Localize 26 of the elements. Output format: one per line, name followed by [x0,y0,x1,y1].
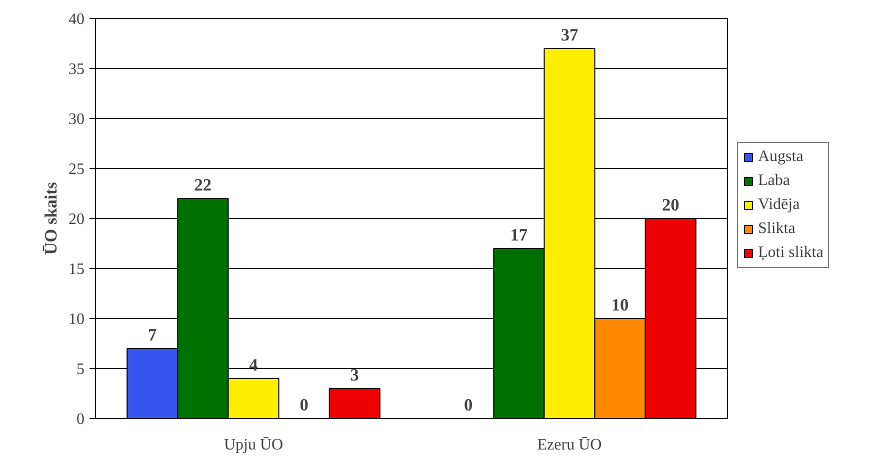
y-tick-label: 10 [68,311,84,328]
data-label: 22 [194,176,212,194]
data-label: 10 [611,296,629,314]
legend-label: Slikta [758,220,796,238]
y-tick-label: 30 [68,111,84,128]
legend-label: Augsta [758,148,804,166]
y-tick-label: 40 [68,11,84,28]
legend-label: Ļoti slikta [758,244,824,262]
x-tick-label: Upju ŪO [224,436,284,454]
data-label: 3 [350,366,360,384]
data-label: 20 [662,196,680,214]
data-label: 7 [148,326,158,344]
y-tick-label: 5 [76,361,84,378]
y-axis-title: ŪO skaits [42,182,60,255]
data-label: 0 [300,396,308,414]
y-tick-label: 15 [68,261,84,278]
data-label: 37 [560,26,578,44]
y-tick-label: 0 [76,411,84,428]
legend-label: Laba [758,172,790,190]
x-tick-label: Ezeru ŪO [537,436,602,454]
y-tick-label: 20 [68,211,84,228]
legend-label: Vidēja [758,196,800,214]
y-tick-label: 35 [68,61,84,78]
data-label: 0 [464,396,473,414]
y-tick-label: 25 [68,161,84,178]
data-label: 17 [510,226,528,244]
